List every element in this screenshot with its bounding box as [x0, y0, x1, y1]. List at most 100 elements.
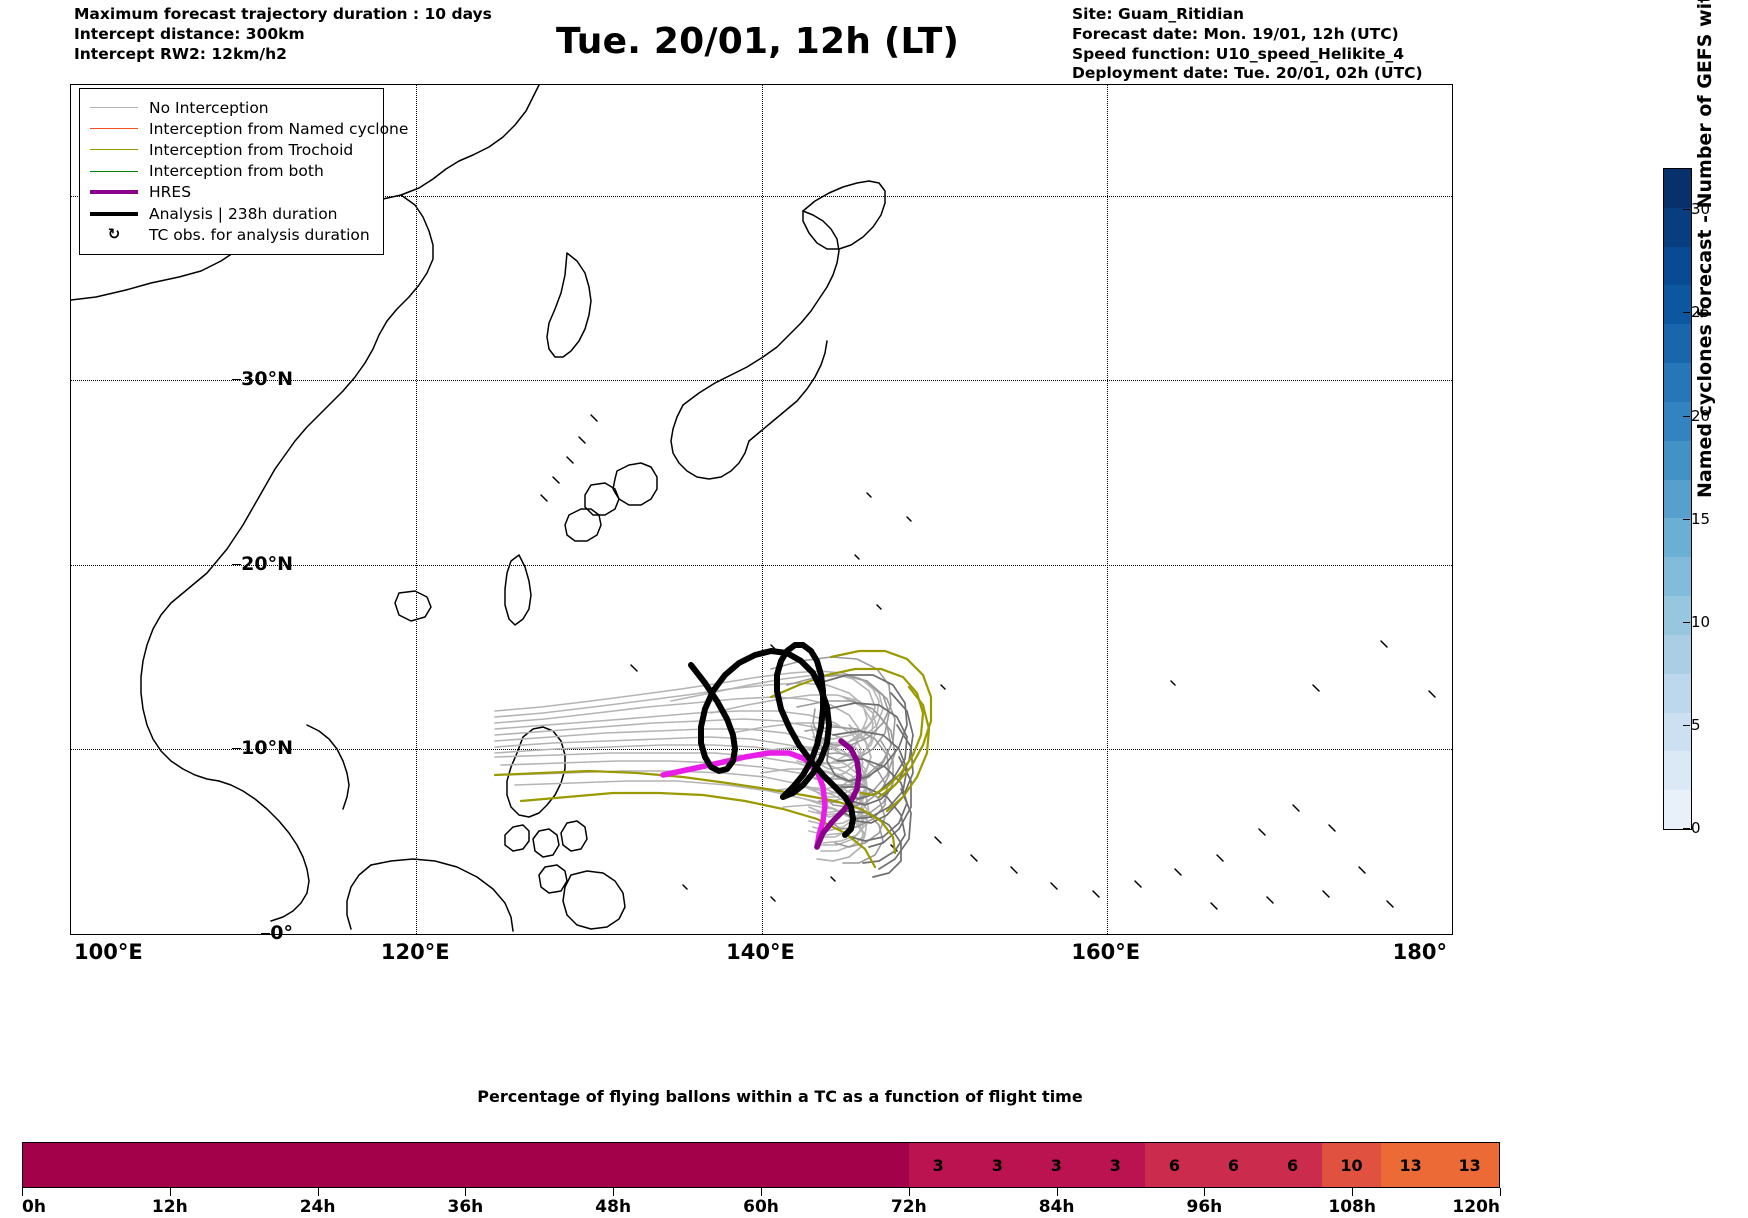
legend-item-label: Interception from Named cyclone: [149, 119, 409, 138]
legend-swatch-line: [90, 107, 138, 109]
percentage-segment: [141, 1143, 201, 1187]
axis-tick: [1500, 1188, 1501, 1196]
colorbar-segment: [1664, 712, 1691, 752]
x-axis-tick-label: 160°E: [1071, 940, 1141, 964]
axis-tick: [169, 1188, 171, 1196]
site-line: Site: Guam_Ritidian: [1072, 5, 1244, 23]
axis-tick: [908, 1188, 910, 1196]
legend-item-label: Interception from both: [149, 162, 324, 181]
percentage-segment: 6: [1262, 1143, 1323, 1187]
header-left-line-3: Intercept RW2: 12km/h2: [74, 44, 287, 63]
header-left-line-1: Maximum forecast trajectory duration : 1…: [74, 5, 492, 23]
y-axis-tick-label: 10°N: [232, 737, 293, 759]
percentage-segment: [790, 1143, 850, 1187]
axis-tick-label: 108h: [1328, 1197, 1376, 1217]
percentage-segment: 3: [908, 1143, 968, 1187]
percentage-segment: 6: [1144, 1143, 1204, 1187]
percentage-segment: [200, 1143, 260, 1187]
axis-tick: [613, 1188, 615, 1196]
deployment-date-line: Deployment date: Tue. 20/01, 02h (UTC): [1072, 64, 1423, 83]
legend-item-named-cyclone[interactable]: Interception from Named cyclone: [90, 118, 408, 139]
colorbar-segment: [1664, 285, 1691, 325]
forecast-date-line: Forecast date: Mon. 19/01, 12h (UTC): [1072, 24, 1399, 43]
gridline-horizontal: [71, 195, 1452, 197]
percentage-segment: 3: [967, 1143, 1027, 1187]
legend-item-analysis[interactable]: Analysis | 238h duration: [90, 203, 373, 224]
colorbar-segment: [1664, 324, 1691, 364]
legend-item-label: TC obs. for analysis duration: [149, 225, 370, 244]
y-axis-tick-label: 0°: [261, 922, 293, 944]
colorbar-segment: [1664, 518, 1691, 558]
legend-item-label: Interception from Trochoid: [149, 140, 354, 159]
gridline-horizontal: [71, 749, 1452, 751]
legend-item-label: No Interception: [149, 98, 269, 117]
colorbar-segment: [1664, 401, 1691, 441]
percentage-bar-title: Percentage of flying ballons within a TC…: [477, 1087, 1083, 1106]
axis-tick: [1056, 1188, 1058, 1196]
colorbar-tick-label: 30: [1682, 200, 1711, 219]
gridline-horizontal: [71, 564, 1452, 566]
colorbar[interactable]: [1663, 168, 1692, 830]
y-axis-tick-label: 30°N: [232, 368, 293, 390]
colorbar-segment: [1664, 596, 1691, 635]
legend-item-hres[interactable]: HRES: [90, 182, 373, 203]
trochoid-interception-layer: [493, 649, 933, 869]
percentage-segment: [554, 1143, 614, 1187]
axis-tick: [1204, 1188, 1206, 1196]
axis-tick-label: 36h: [447, 1197, 484, 1217]
colorbar-tick-label: 0: [1683, 819, 1701, 837]
colorbar-tick-label: 25: [1682, 303, 1711, 322]
x-axis-tick-label: 180°: [1392, 940, 1447, 964]
legend-swatch-line: [90, 170, 138, 172]
percentage-segment: 3: [1085, 1143, 1145, 1187]
legend-item-label: Analysis | 238h duration: [149, 204, 338, 223]
legend-item-trochoid[interactable]: Interception from Trochoid: [90, 139, 373, 160]
colorbar-segment: [1664, 751, 1691, 791]
percentage-segment: [82, 1143, 142, 1187]
legend-item-label: HRES: [149, 183, 192, 202]
colorbar-tick-label: 20: [1682, 406, 1711, 425]
axis-tick-label: 60h: [743, 1197, 779, 1217]
header-left-info: Maximum forecast trajectory duration : 1…: [74, 5, 492, 64]
axis-tick-label: 84h: [1038, 1197, 1075, 1217]
speed-function-line: Speed function: U10_speed_Helikite_4: [1072, 44, 1405, 63]
colorbar-segment: [1664, 790, 1691, 829]
percentage-bar[interactable]: 3 3 3 3 6 6 6 10 13 13: [22, 1142, 1500, 1188]
colorbar-segment: [1664, 673, 1691, 713]
y-axis-tick-label: 20°N: [232, 553, 293, 575]
coastline-layer: [71, 85, 1436, 932]
axis-tick: [465, 1188, 467, 1196]
axis-tick: [761, 1188, 762, 1196]
axis-tick-label: 12h: [151, 1197, 188, 1217]
percentage-segment: [495, 1143, 555, 1187]
legend-item-tc-obs[interactable]: ↻ TC obs. for analysis duration: [90, 224, 373, 245]
analysis-track: [688, 642, 856, 838]
percentage-segment: [672, 1143, 732, 1187]
percentage-bar-axis: 0h 12h 24h 36h 48h 60h 72h 84h 96h 108h …: [22, 1188, 1501, 1218]
axis-tick-label: 72h: [890, 1197, 927, 1217]
legend-item-no-interception[interactable]: No Interception: [90, 97, 373, 118]
colorbar-segment: [1664, 246, 1691, 286]
percentage-segment: [259, 1143, 319, 1187]
header-left-line-2: Intercept distance: 300km: [74, 24, 305, 43]
percentage-segment: 6: [1203, 1143, 1263, 1187]
colorbar-segment: [1664, 207, 1691, 247]
percentage-segment: 3: [1026, 1143, 1086, 1187]
x-axis-tick-label: 100°E: [74, 940, 143, 964]
legend-swatch-line: [90, 211, 138, 216]
percentage-segment: [436, 1143, 496, 1187]
percentage-segment: [23, 1143, 83, 1187]
axis-tick-label: 0h: [22, 1197, 46, 1217]
axis-tick: [1352, 1188, 1354, 1196]
gridline-vertical: [1106, 85, 1108, 934]
legend-swatch-line: [90, 149, 138, 151]
legend-item-both[interactable]: Interception from both: [90, 161, 373, 182]
percentage-segment: 13: [1440, 1143, 1500, 1187]
colorbar-tick-label: 5: [1683, 715, 1701, 734]
cyclone-icon: ↻: [107, 225, 121, 244]
percentage-segment: [318, 1143, 378, 1187]
page-title: Tue. 20/01, 12h (LT): [556, 21, 960, 62]
x-axis-tick-label: 140°E: [726, 940, 795, 964]
axis-tick: [22, 1188, 23, 1196]
axis-tick-label: 24h: [299, 1197, 336, 1217]
